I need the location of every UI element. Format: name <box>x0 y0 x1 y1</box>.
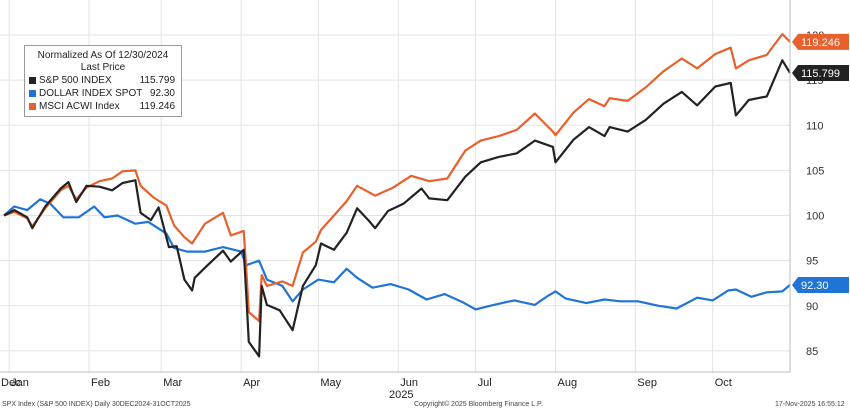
last-price-value: 115.799 <box>801 68 840 80</box>
legend-entry: S&P 500 INDEX 115.799 <box>25 74 181 87</box>
legend-entry: DOLLAR INDEX SPOT 92.30 <box>25 87 181 100</box>
y-tick-label: 105 <box>806 165 824 177</box>
last-price-value: 92.30 <box>801 280 829 292</box>
y-tick-label: 110 <box>806 120 824 132</box>
legend-swatch <box>29 90 36 97</box>
x-tick-label: May <box>320 377 341 389</box>
last-price-tag: 115.799 <box>792 64 849 81</box>
x-tick-label: Mar <box>163 377 182 389</box>
y-tick-label: 95 <box>806 256 818 268</box>
x-tick-label: Feb <box>91 377 110 389</box>
y-tick-label: 85 <box>806 346 818 358</box>
legend-series-value: 119.246 <box>139 101 175 112</box>
legend: Normalized As Of 12/30/2024 Last Price S… <box>24 45 182 117</box>
y-tick-label: 90 <box>806 301 818 313</box>
legend-swatch <box>29 103 36 110</box>
last-price-tag-bg <box>792 64 849 81</box>
x-tick-label: Jun <box>400 377 418 389</box>
series-lines <box>3 33 791 358</box>
x-tick-label: Sep <box>637 377 657 389</box>
footer-timestamp: 17-Nov-2025 16:55:12 <box>775 401 845 408</box>
footer-copyright: Copyright© 2025 Bloomberg Finance L.P. <box>414 401 543 408</box>
legend-entry: MSCI ACWI Index 119.246 <box>25 100 181 113</box>
last-price-value: 119.246 <box>801 37 840 49</box>
legend-series-name: MSCI ACWI Index <box>39 101 120 112</box>
legend-series-value: 115.799 <box>139 75 175 86</box>
last-price-tag: 92.30 <box>792 277 849 294</box>
last-price-tags: 115.799 92.30 119.246 <box>792 33 849 294</box>
x-tick-label: Apr <box>243 377 260 389</box>
x-tick-label: Dec <box>1 377 21 389</box>
legend-swatch <box>29 77 36 84</box>
legend-series-name: S&P 500 INDEX <box>39 75 112 86</box>
x-tick-label: Aug <box>557 377 577 389</box>
legend-subtitle: Last Price <box>80 62 126 73</box>
axes: 859095100105110115120DecJanFebMarAprMayJ… <box>0 0 824 389</box>
series-line-0 <box>3 59 791 358</box>
last-price-tag: 119.246 <box>792 33 849 50</box>
last-price-tag-bg <box>792 33 849 50</box>
x-tick-label: Jan <box>11 377 29 389</box>
legend-series-value: 92.30 <box>149 88 175 99</box>
legend-title: Normalized As Of 12/30/2024 <box>37 50 169 61</box>
x-axis-year-label: 2025 <box>389 389 414 401</box>
y-tick-label: 100 <box>806 211 824 223</box>
legend-entries: S&P 500 INDEX 115.799 DOLLAR INDEX SPOT 92.… <box>25 74 181 113</box>
last-price-tag-bg <box>792 277 849 294</box>
legend-series-name: DOLLAR INDEX SPOT <box>39 88 143 99</box>
series-line-2 <box>3 33 791 323</box>
footer-source: SPX Index (S&P 500 INDEX) Daily 30DEC202… <box>2 401 191 408</box>
x-tick-label: Jul <box>478 377 492 389</box>
x-tick-label: Oct <box>715 377 732 389</box>
series-line-1 <box>3 198 791 311</box>
